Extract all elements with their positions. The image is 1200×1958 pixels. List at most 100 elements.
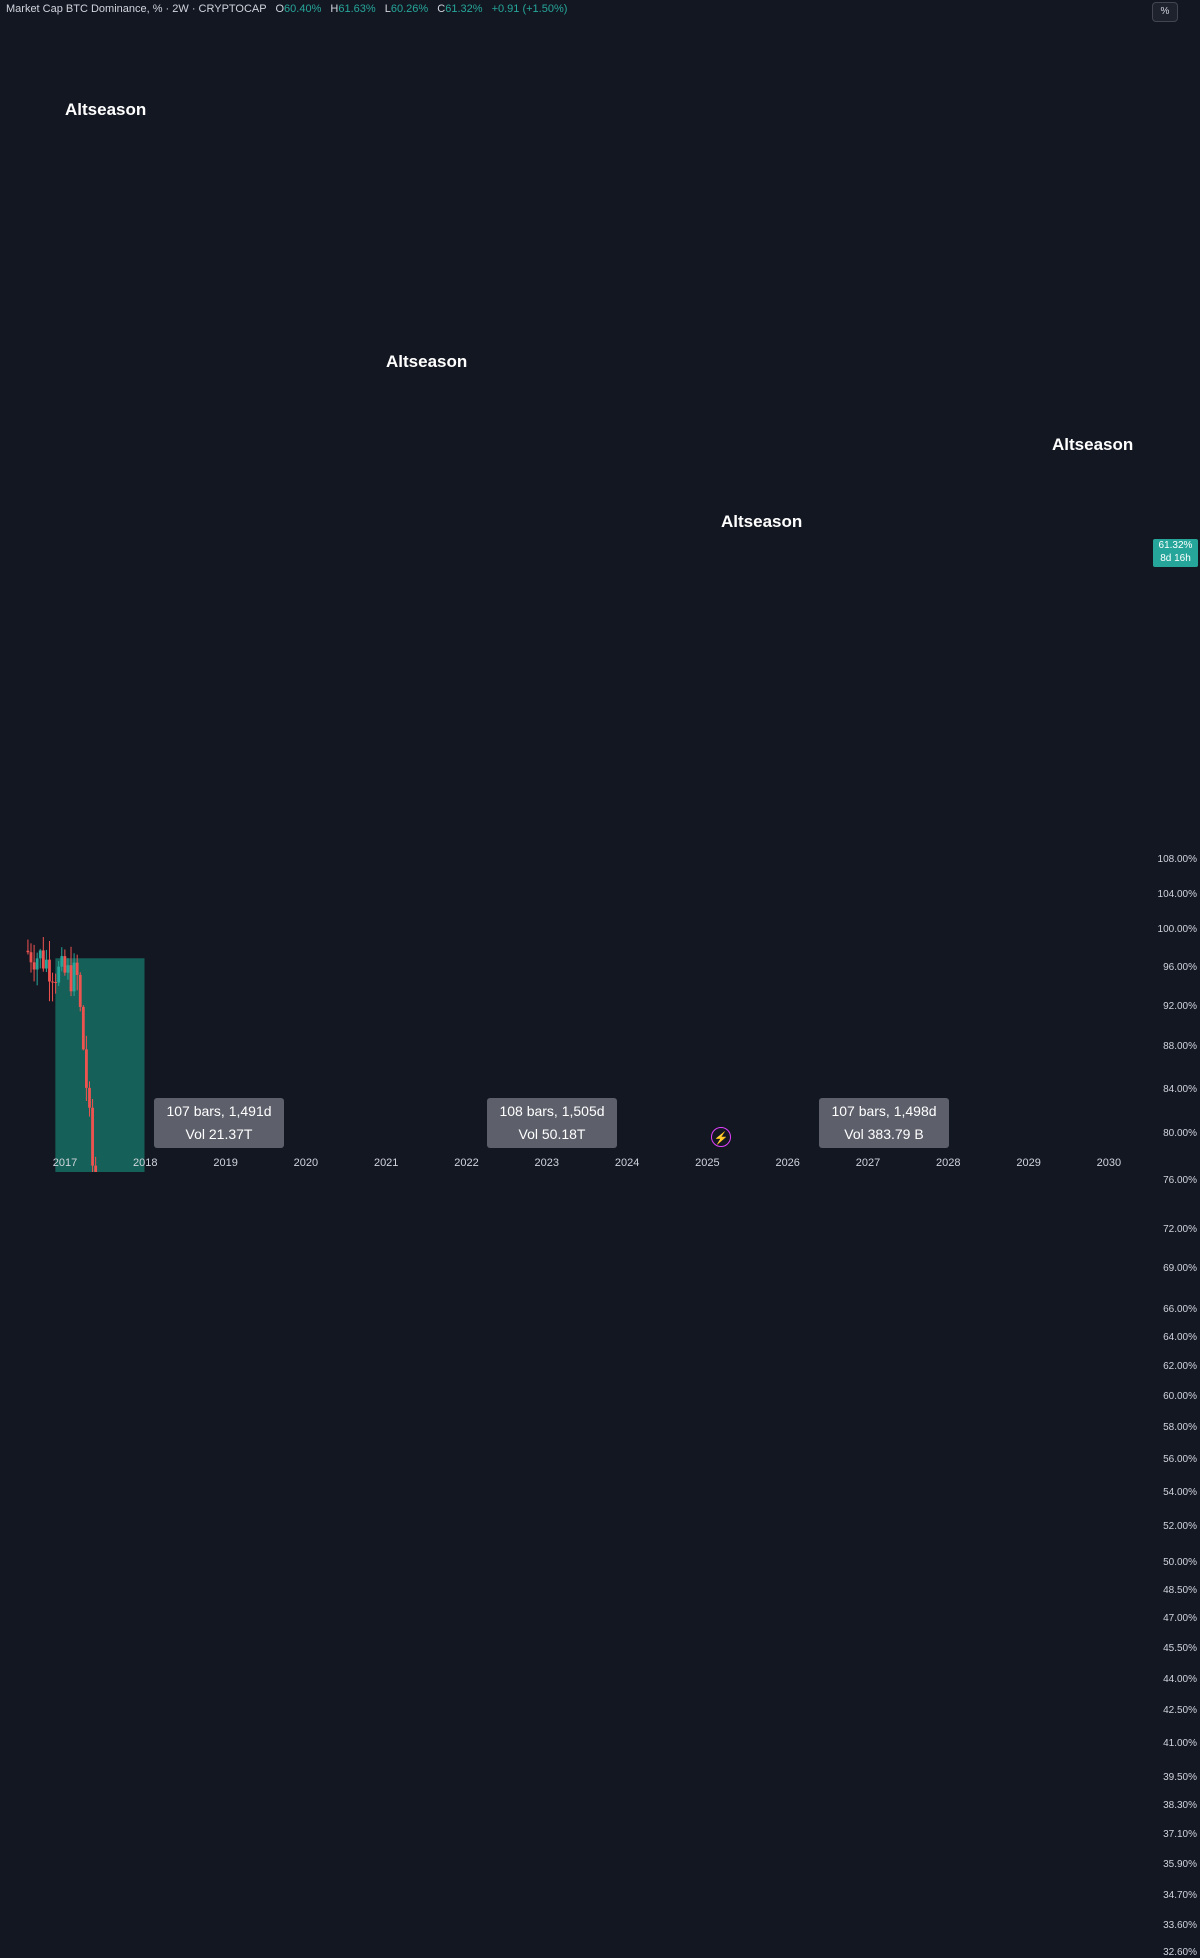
candle-body	[35, 958, 39, 970]
high-value: 61.63%	[338, 3, 376, 15]
y-tick-label: 60.00%	[1163, 1390, 1197, 1402]
high-label: H	[330, 3, 339, 15]
y-tick-label: 48.50%	[1163, 1584, 1197, 1596]
close-label: C	[437, 3, 446, 15]
x-tick-label: 2022	[454, 1157, 479, 1169]
candle-body	[91, 1107, 94, 1166]
legend: Market Cap BTC Dominance, % · 2W · CRYPT…	[6, 3, 567, 15]
altseason-label[interactable]: Altseason	[65, 100, 147, 119]
candle-body	[94, 1165, 98, 1172]
open-value: 60.40%	[284, 3, 322, 15]
x-tick-label: 2024	[614, 1157, 640, 1169]
low-value: 60.26%	[390, 3, 429, 15]
y-tick-label: 80.00%	[1163, 1128, 1197, 1140]
range-volume: Vol 383.79 B	[844, 1126, 924, 1142]
altseason-zone	[55, 958, 145, 1172]
y-tick-label: 35.90%	[1163, 1859, 1197, 1871]
candle-body	[63, 956, 67, 973]
range-info-box[interactable]: 107 bars, 1,491d Vol 21.37T	[154, 1098, 284, 1148]
candle-body	[78, 974, 82, 1007]
altseason-label[interactable]: Altseason	[721, 512, 803, 531]
candle-body	[88, 1087, 91, 1108]
y-tick-label: 62.00%	[1163, 1360, 1197, 1372]
y-tick-label: 32.60%	[1163, 1947, 1197, 1958]
y-tick-label: 34.70%	[1163, 1890, 1197, 1902]
x-tick-label: 2028	[936, 1157, 961, 1169]
symbol-title[interactable]: Market Cap BTC Dominance, % · 2W · CRYPT…	[6, 3, 267, 15]
candle-body	[81, 1006, 85, 1050]
x-tick-label: 2017	[52, 1157, 78, 1169]
candle-body	[60, 956, 64, 967]
x-tick-label: 2023	[534, 1157, 560, 1169]
lightning-icon[interactable]: ⚡	[711, 1127, 731, 1147]
x-tick-label: 2030	[1096, 1157, 1122, 1169]
y-tick-label: 52.00%	[1163, 1521, 1197, 1533]
candle-body	[75, 962, 79, 975]
x-tick-label: 2019	[213, 1157, 238, 1169]
x-tick-label: 2027	[855, 1157, 881, 1169]
candle-body	[69, 965, 73, 992]
y-tick-label: 41.00%	[1163, 1738, 1197, 1750]
x-tick-label: 2021	[373, 1157, 399, 1169]
candle-body	[51, 981, 54, 983]
percent-scale-button[interactable]: %	[1152, 2, 1178, 22]
y-tick-label: 72.00%	[1163, 1224, 1197, 1236]
y-tick-label: 104.00%	[1157, 888, 1197, 900]
y-tick-label: 58.00%	[1163, 1421, 1197, 1433]
y-tick-label: 66.00%	[1163, 1303, 1197, 1315]
y-tick-label: 39.50%	[1163, 1772, 1197, 1784]
y-tick-label: 84.00%	[1163, 1083, 1197, 1095]
x-tick-label: 2026	[775, 1157, 800, 1169]
candle-body	[85, 1049, 88, 1088]
x-tick-label: 2029	[1016, 1157, 1041, 1169]
price-chart[interactable]	[0, 0, 1200, 1172]
candle-body	[54, 981, 58, 983]
y-tick-label: 38.30%	[1163, 1800, 1197, 1812]
bar-countdown: 8d 16h	[1160, 553, 1191, 564]
y-tick-label: 56.00%	[1163, 1453, 1197, 1465]
y-tick-label: 92.00%	[1163, 1000, 1197, 1012]
y-tick-label: 88.00%	[1163, 1041, 1197, 1053]
last-price-tag: 61.32% 8d 16h	[1153, 539, 1198, 567]
x-tick-label: 2018	[133, 1157, 158, 1169]
y-tick-label: 44.00%	[1163, 1673, 1197, 1685]
y-tick-label: 69.00%	[1163, 1263, 1197, 1275]
range-info-box[interactable]: 108 bars, 1,505d Vol 50.18T	[487, 1098, 617, 1148]
candle-body	[48, 959, 51, 982]
y-tick-label: 76.00%	[1163, 1174, 1197, 1186]
y-tick-label: 100.00%	[1157, 924, 1197, 936]
y-tick-label: 45.50%	[1163, 1642, 1197, 1654]
y-tick-label: 47.00%	[1163, 1613, 1197, 1625]
range-bars: 107 bars, 1,498d	[831, 1103, 937, 1119]
candle-body	[72, 962, 76, 992]
altseason-label[interactable]: Altseason	[386, 352, 468, 371]
candle-body	[57, 966, 61, 983]
y-tick-label: 96.00%	[1163, 961, 1197, 973]
candle-body	[29, 952, 33, 963]
close-value: 61.32%	[445, 3, 483, 15]
range-bars: 108 bars, 1,505d	[499, 1103, 605, 1119]
y-tick-label: 33.60%	[1163, 1919, 1197, 1931]
altseason-label[interactable]: Altseason	[1052, 435, 1134, 454]
y-tick-label: 50.00%	[1163, 1556, 1197, 1568]
range-volume: Vol 21.37T	[185, 1126, 253, 1142]
change-value: +0.91 (+1.50%)	[491, 3, 568, 15]
last-price-value: 61.32%	[1158, 540, 1193, 551]
y-tick-label: 42.50%	[1163, 1705, 1197, 1717]
candle-body	[44, 959, 48, 969]
range-info-box[interactable]: 107 bars, 1,498d Vol 383.79 B	[819, 1098, 949, 1148]
range-volume: Vol 50.18T	[518, 1126, 586, 1142]
y-tick-label: 54.00%	[1163, 1486, 1197, 1498]
y-tick-label: 64.00%	[1163, 1331, 1197, 1343]
low-label: L	[384, 3, 391, 15]
x-tick-label: 2025	[695, 1157, 720, 1169]
candle-body	[26, 950, 30, 953]
y-tick-label: 108.00%	[1157, 854, 1197, 866]
x-tick-label: 2020	[293, 1157, 319, 1169]
candle-body	[32, 962, 36, 970]
y-tick-label: 37.10%	[1163, 1829, 1197, 1841]
candle-body	[38, 950, 42, 959]
candle-body	[41, 950, 45, 969]
candle-body	[66, 965, 70, 973]
